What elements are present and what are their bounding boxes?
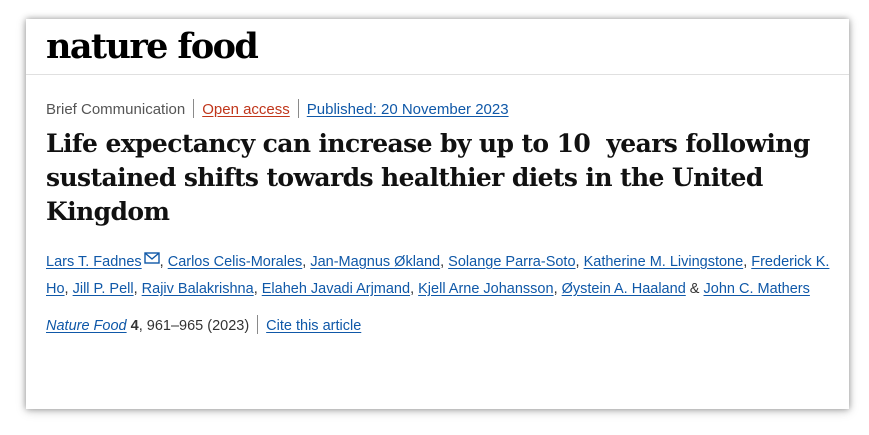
- author-separator: ,: [440, 254, 449, 270]
- pages-year: , 961–965 (2023): [138, 318, 250, 334]
- mail-icon[interactable]: [143, 252, 160, 264]
- author-separator: ,: [302, 254, 311, 270]
- author-separator: ,: [575, 254, 584, 270]
- volume-number: 4: [130, 318, 139, 334]
- meta-divider: [193, 99, 195, 118]
- article-header-card: nature food Brief Communication Open acce…: [26, 19, 849, 409]
- author-separator: ,: [553, 281, 562, 297]
- site-header: nature food: [26, 19, 849, 75]
- author-link[interactable]: Katherine M. Livingstone: [583, 254, 744, 270]
- article-title: Life expectancy can increase by up to 10…: [46, 129, 818, 226]
- author-link[interactable]: Carlos Celis-Morales: [167, 254, 303, 270]
- author-link[interactable]: Øystein A. Haaland: [561, 281, 686, 297]
- author-link[interactable]: Jill P. Pell: [72, 281, 134, 297]
- author-list: Lars T. Fadnes, Carlos Celis-Morales, Ja…: [46, 249, 837, 303]
- citation-divider: [257, 315, 259, 334]
- meta-divider: [297, 99, 299, 118]
- author-link[interactable]: Jan-Magnus Økland: [310, 254, 441, 270]
- author-separator: ,: [159, 254, 168, 270]
- author-link[interactable]: Solange Parra-Soto: [448, 254, 576, 270]
- author-link[interactable]: Kjell Arne Johansson: [418, 281, 554, 297]
- journal-logo[interactable]: nature food: [46, 26, 259, 67]
- author-separator: ,: [253, 281, 262, 297]
- author-separator: ,: [743, 254, 752, 270]
- author-link[interactable]: John C. Mathers: [703, 281, 810, 297]
- citation-line: Nature Food 4, 961–965 (2023) Cite this a…: [46, 315, 837, 336]
- author-separator: &: [685, 281, 704, 297]
- author-separator: ,: [133, 281, 142, 297]
- author-link[interactable]: Frederick K. Ho: [46, 254, 830, 297]
- author-link[interactable]: Elaheh Javadi Arjmand: [261, 281, 411, 297]
- article-meta: Brief Communication Open access Published:…: [46, 99, 837, 120]
- article-info: Brief Communication Open access Published:…: [46, 99, 837, 336]
- published-date-link[interactable]: Published: 20 November 2023: [306, 101, 509, 118]
- journal-link[interactable]: Nature Food: [46, 318, 127, 334]
- open-access-link[interactable]: Open access: [202, 101, 290, 118]
- author-link[interactable]: Rajiv Balakrishna: [141, 281, 254, 297]
- author-separator: ,: [410, 281, 419, 297]
- author-link[interactable]: Lars T. Fadnes: [46, 254, 142, 270]
- article-type: Brief Communication: [46, 101, 186, 118]
- cite-this-article-link[interactable]: Cite this article: [266, 318, 362, 334]
- author-separator: ,: [64, 281, 73, 297]
